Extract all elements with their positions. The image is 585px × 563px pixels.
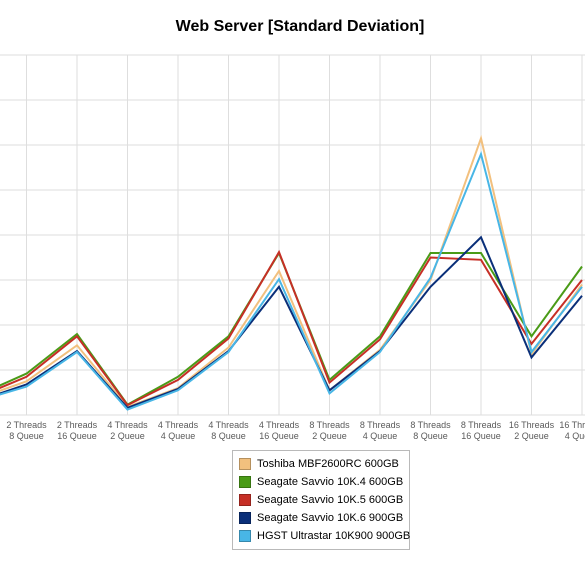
x-tick-label: 2 Threads 8 Queue — [6, 420, 47, 441]
legend: Toshiba MBF2600RC 600GB Seagate Savvio 10… — [232, 450, 410, 550]
legend-item: Seagate Savvio 10K.4 600GB — [239, 473, 403, 491]
x-tick-label: 4 Threads 16 Queue — [259, 420, 300, 441]
grid-layer — [0, 54, 585, 416]
series-line-3 — [0, 249, 583, 407]
x-tick-label: 4 Threads 4 Queue — [158, 420, 199, 441]
series-lines — [0, 134, 583, 411]
legend-label: HGST Ultrastar 10K900 900GB — [257, 530, 411, 542]
series-line-5 — [0, 150, 583, 411]
x-tick-label: 8 Threads 8 Queue — [410, 420, 451, 441]
series-line-2 — [0, 250, 583, 406]
legend-swatch — [239, 530, 251, 542]
chart-title: Web Server [Standard Deviation] — [175, 18, 425, 35]
x-tick-label: 4 Threads 2 Queue — [107, 420, 148, 441]
legend-label: Toshiba MBF2600RC 600GB — [257, 458, 399, 470]
x-tick-label: 4 Threads 8 Queue — [208, 420, 249, 441]
x-tick-label: 8 Threads 4 Queue — [360, 420, 401, 441]
legend-swatch — [239, 494, 251, 506]
legend-item: HGST Ultrastar 10K900 900GB — [239, 527, 410, 545]
legend-swatch — [239, 458, 251, 470]
x-tick-label: 8 Threads 2 Queue — [309, 420, 350, 441]
series-line-4 — [0, 235, 583, 409]
legend-label: Seagate Savvio 10K.4 600GB — [257, 476, 404, 488]
x-tick-label: 2 Threads 16 Queue — [57, 420, 98, 441]
legend-swatch — [239, 476, 251, 488]
legend-item: Toshiba MBF2600RC 600GB — [239, 455, 403, 473]
legend-label: Seagate Savvio 10K.6 900GB — [257, 512, 404, 524]
legend-item: Seagate Savvio 10K.6 900GB — [239, 509, 403, 527]
x-tick-label: 16 Threads 2 Queue — [509, 420, 555, 441]
series-line-1 — [0, 134, 583, 409]
legend-swatch — [239, 512, 251, 524]
legend-item: Seagate Savvio 10K.5 600GB — [239, 491, 403, 509]
x-tick-label: 8 Threads 16 Queue — [461, 420, 502, 441]
legend-label: Seagate Savvio 10K.5 600GB — [257, 494, 404, 506]
